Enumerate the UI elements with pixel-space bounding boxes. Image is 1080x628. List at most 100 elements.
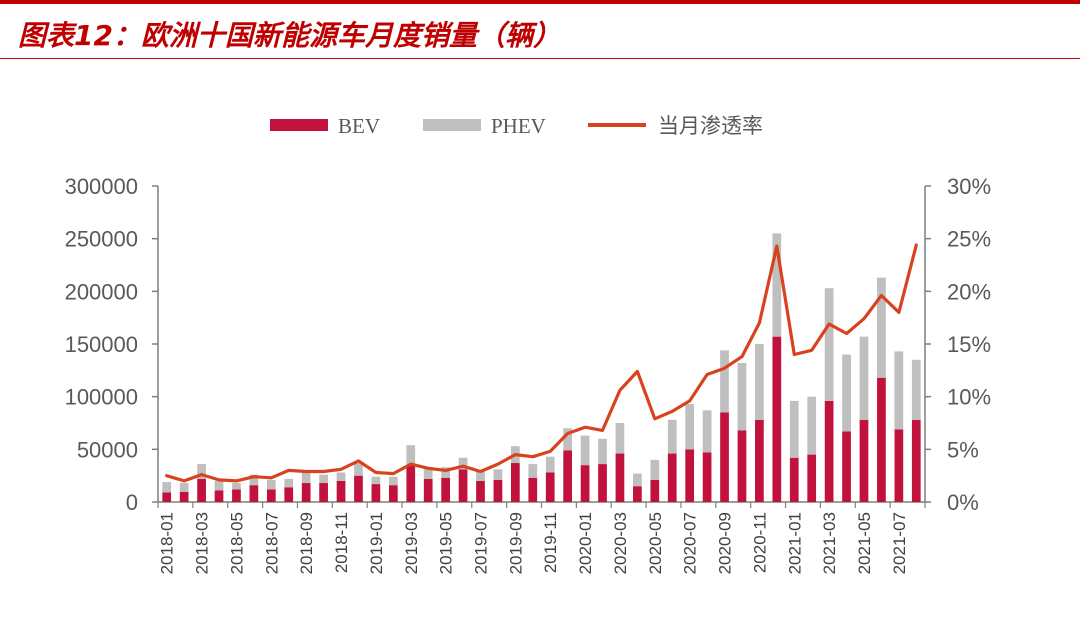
phev-bar <box>266 479 276 490</box>
x-tick-label: 2020-09 <box>716 512 735 574</box>
bev-bar <box>388 485 398 502</box>
x-tick-label: 2019-03 <box>402 512 421 574</box>
phev-bar <box>179 483 189 492</box>
bev-bar <box>685 449 695 502</box>
x-tick-label: 2020-01 <box>576 512 595 574</box>
bev-bar <box>737 430 747 502</box>
bev-bar <box>406 465 416 502</box>
phev-bar <box>772 233 782 337</box>
x-tick-label: 2018-11 <box>332 512 351 573</box>
phev-bar <box>737 362 747 431</box>
left-tick-label: 150000 <box>65 332 138 357</box>
x-tick-label: 2018-01 <box>158 512 177 574</box>
bev-bar <box>476 480 485 502</box>
phev-bar <box>911 359 921 420</box>
bev-bar <box>580 465 590 502</box>
bev-bar <box>667 453 677 502</box>
bev-bar <box>877 377 886 502</box>
phev-bar <box>336 472 346 481</box>
bev-bar <box>179 491 189 502</box>
phev-bar <box>406 445 416 466</box>
legend-penetration-label: 当月渗透率 <box>658 114 763 138</box>
phev-bar <box>249 474 259 486</box>
phev-bar <box>493 469 503 480</box>
phev-bar <box>789 400 799 458</box>
bev-bar <box>842 431 851 502</box>
phev-bar <box>214 480 224 491</box>
phev-bar <box>232 483 241 490</box>
top-accent-bar <box>0 0 1080 4</box>
x-tick-label: 2019-05 <box>437 512 456 574</box>
phev-bar <box>162 481 172 493</box>
bev-bar <box>441 477 450 502</box>
x-tick-label: 2021-03 <box>820 512 839 574</box>
left-tick-label: 200000 <box>65 279 138 304</box>
right-tick-label: 25% <box>947 227 991 252</box>
phev-bar <box>423 469 433 479</box>
legend-phev-swatch <box>423 119 481 131</box>
bev-bar <box>197 478 206 502</box>
left-tick-label: 0 <box>126 490 138 515</box>
bev-bar <box>510 463 520 502</box>
title-divider <box>0 58 1080 59</box>
phev-bar <box>877 277 886 378</box>
bev-bar <box>598 464 607 502</box>
bev-bar <box>702 452 712 502</box>
phev-bar <box>720 350 729 413</box>
bev-bar <box>528 477 538 502</box>
x-tick-label: 2019-01 <box>367 512 386 574</box>
right-tick-label: 5% <box>947 437 979 462</box>
bev-bar <box>232 489 241 502</box>
phev-bar <box>859 336 869 420</box>
right-tick-label: 10% <box>947 385 991 410</box>
phev-bar <box>563 428 573 451</box>
x-tick-label: 2021-01 <box>785 512 804 574</box>
legend-phev-label: PHEV <box>491 114 546 138</box>
phev-bar <box>441 467 450 478</box>
penetration-line <box>165 243 918 483</box>
bev-bar <box>162 492 172 502</box>
x-tick-label: 2018-09 <box>297 512 316 574</box>
bev-bar <box>894 429 904 502</box>
left-tick-label: 50000 <box>77 437 138 462</box>
x-tick-label: 2019-11 <box>541 512 560 573</box>
phev-bar <box>685 404 695 450</box>
bev-bar <box>336 480 346 502</box>
phev-bar <box>824 288 834 401</box>
phev-bar <box>755 344 764 420</box>
x-tick-label: 2018-05 <box>227 512 246 574</box>
bev-bar <box>772 336 782 502</box>
bev-bar <box>319 483 328 502</box>
x-tick-label: 2021-05 <box>855 512 874 574</box>
bev-bar <box>301 483 311 502</box>
phev-bar <box>388 476 398 486</box>
phev-bar <box>197 464 206 479</box>
legend-bev-swatch <box>270 119 328 131</box>
phev-bar <box>580 435 590 466</box>
bev-bar <box>493 479 503 502</box>
bev-bar <box>633 486 642 502</box>
phev-bar <box>598 438 607 465</box>
phev-bar <box>633 473 642 487</box>
phev-bar <box>476 470 485 481</box>
bev-bar <box>824 400 834 502</box>
right-tick-label: 0% <box>947 490 979 515</box>
bev-bar <box>615 453 625 502</box>
x-tick-label: 2018-03 <box>193 512 212 574</box>
phev-bar <box>354 463 363 476</box>
bev-bar <box>789 457 799 502</box>
legend-bev-label: BEV <box>338 114 380 138</box>
phev-bar <box>545 456 555 473</box>
phev-bar <box>284 478 294 488</box>
bev-bar <box>755 419 764 502</box>
right-tick-label: 30% <box>947 174 991 199</box>
x-tick-label: 2020-07 <box>681 512 700 574</box>
phev-bar <box>842 354 851 432</box>
bev-bar <box>911 419 921 502</box>
x-tick-label: 2019-09 <box>506 512 525 574</box>
x-tick-label: 2020-05 <box>646 512 665 574</box>
bev-bar <box>859 419 869 502</box>
phev-bar <box>371 476 381 485</box>
bev-bar <box>458 469 468 502</box>
